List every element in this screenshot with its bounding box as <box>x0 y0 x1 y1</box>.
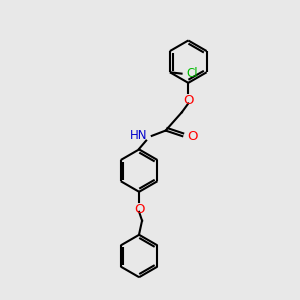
Text: O: O <box>183 94 194 107</box>
Text: O: O <box>188 130 198 143</box>
Text: HN: HN <box>130 129 147 142</box>
Text: Cl: Cl <box>186 67 198 80</box>
Text: O: O <box>134 203 144 216</box>
